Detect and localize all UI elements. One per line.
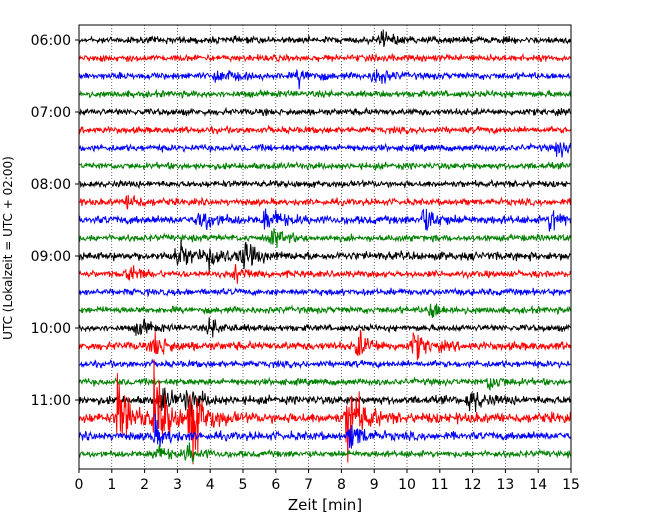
trace-line [79,178,571,190]
x-axis-label: Zeit [min] [288,496,362,514]
trace-line [79,359,571,465]
trace-line [79,287,571,298]
trace-line [79,194,571,210]
y-tick-label: 11:00 [31,393,71,409]
x-tick-label: 12 [464,477,482,493]
x-tick-label: 15 [562,477,580,493]
y-tick-label: 06:00 [31,33,71,49]
trace-line [79,106,571,117]
trace-line [79,413,571,449]
trace-line [79,264,571,284]
x-tick-label: 5 [239,477,248,493]
y-tick-label: 10:00 [31,321,71,337]
x-axis-ticks: 0 1 2 3 4 5 6 7 8 9 10 11 12 13 14 15 [75,469,580,493]
x-tick-label: 2 [140,477,149,493]
y-tick-label: 07:00 [31,105,71,121]
trace-line [79,52,571,64]
trace-line [79,142,571,158]
y-axis-label: UTC (Lokalzeit = UTC + 02:00) [1,156,15,340]
x-tick-label: 4 [206,477,215,493]
y-axis-ticks: 06:00 07:00 08:00 09:00 10:00 11:00 [31,33,79,409]
trace-line [79,442,571,464]
x-tick-label: 11 [431,477,449,493]
x-tick-label: 8 [337,477,346,493]
trace-line [79,69,571,90]
x-tick-label: 10 [398,477,416,493]
x-tick-label: 7 [304,477,313,493]
trace-line [79,358,571,370]
trace-line [79,228,571,248]
plot-frame [78,24,572,470]
trace-line [79,29,571,47]
trace-line [79,387,571,417]
trace-line [79,239,571,273]
trace-line [79,208,571,232]
trace-line [79,124,571,136]
x-tick-label: 0 [75,477,84,493]
trace-line [79,329,571,361]
x-tick-label: 13 [496,477,514,493]
x-tick-label: 6 [271,477,280,493]
y-tick-label: 08:00 [31,177,71,193]
x-tick-label: 1 [107,477,116,493]
x-gridlines [111,25,539,469]
x-tick-label: 3 [173,477,182,493]
y-tick-label: 09:00 [31,249,71,265]
trace-line [79,317,571,338]
trace-line [79,376,571,391]
trace-line [79,303,571,318]
seismogram-traces [79,29,571,465]
trace-line [79,88,571,100]
trace-line [79,160,571,172]
x-tick-label: 9 [370,477,379,493]
x-tick-label: 14 [529,477,547,493]
